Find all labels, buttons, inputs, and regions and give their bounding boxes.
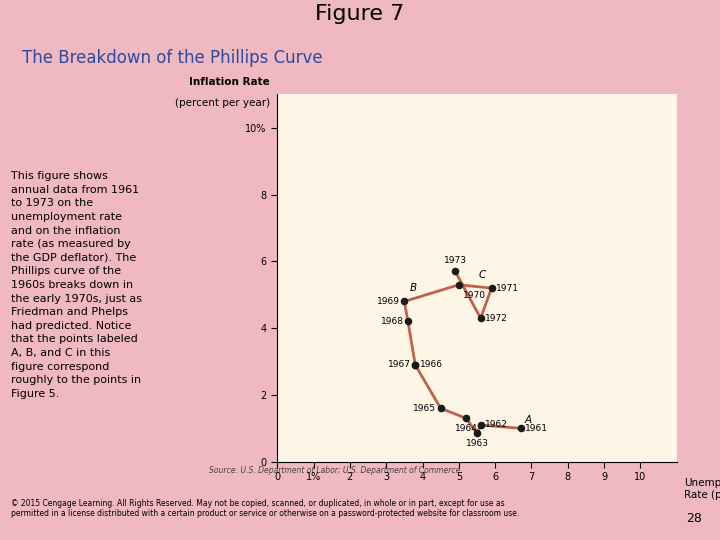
- Text: 1971: 1971: [496, 284, 519, 293]
- Point: [515, 424, 526, 433]
- Point: [410, 361, 421, 369]
- Point: [475, 421, 487, 429]
- Text: 1968: 1968: [381, 317, 404, 326]
- Text: 1966: 1966: [420, 360, 443, 369]
- Text: C: C: [479, 270, 486, 280]
- Text: (percent per year): (percent per year): [175, 98, 270, 107]
- Point: [449, 267, 461, 276]
- Point: [460, 414, 472, 423]
- Text: 1962: 1962: [485, 421, 508, 429]
- Text: 1964: 1964: [454, 424, 477, 433]
- Point: [453, 280, 464, 289]
- Text: 1972: 1972: [485, 314, 508, 323]
- Text: Source: U.S. Department of Labor; U.S. Department of Commerce.: Source: U.S. Department of Labor; U.S. D…: [209, 465, 462, 475]
- Text: 1963: 1963: [466, 440, 488, 448]
- Text: 1970: 1970: [463, 292, 486, 300]
- Text: Inflation Rate: Inflation Rate: [189, 77, 270, 86]
- Text: © 2015 Cengage Learning. All Rights Reserved. May not be copied, scanned, or dup: © 2015 Cengage Learning. All Rights Rese…: [11, 499, 519, 518]
- Text: 1973: 1973: [444, 256, 467, 266]
- Text: 1969: 1969: [377, 297, 400, 306]
- Text: B: B: [410, 283, 417, 293]
- Point: [410, 361, 421, 369]
- Text: 1961: 1961: [525, 424, 548, 433]
- Point: [471, 429, 482, 437]
- Text: This figure shows
annual data from 1961
to 1973 on the
unemployment rate
and on : This figure shows annual data from 1961 …: [11, 171, 142, 399]
- Text: 1967: 1967: [388, 360, 411, 369]
- Text: Figure 7: Figure 7: [315, 4, 405, 24]
- Text: The Breakdown of the Phillips Curve: The Breakdown of the Phillips Curve: [22, 49, 323, 66]
- Text: 1965: 1965: [413, 404, 436, 413]
- Point: [435, 404, 446, 413]
- Text: A: A: [525, 415, 532, 425]
- Point: [486, 284, 498, 293]
- Text: 28: 28: [686, 511, 702, 525]
- Point: [399, 297, 410, 306]
- Text: Unemployment
Rate (percent): Unemployment Rate (percent): [684, 478, 720, 500]
- Point: [402, 317, 414, 326]
- Point: [475, 314, 487, 322]
